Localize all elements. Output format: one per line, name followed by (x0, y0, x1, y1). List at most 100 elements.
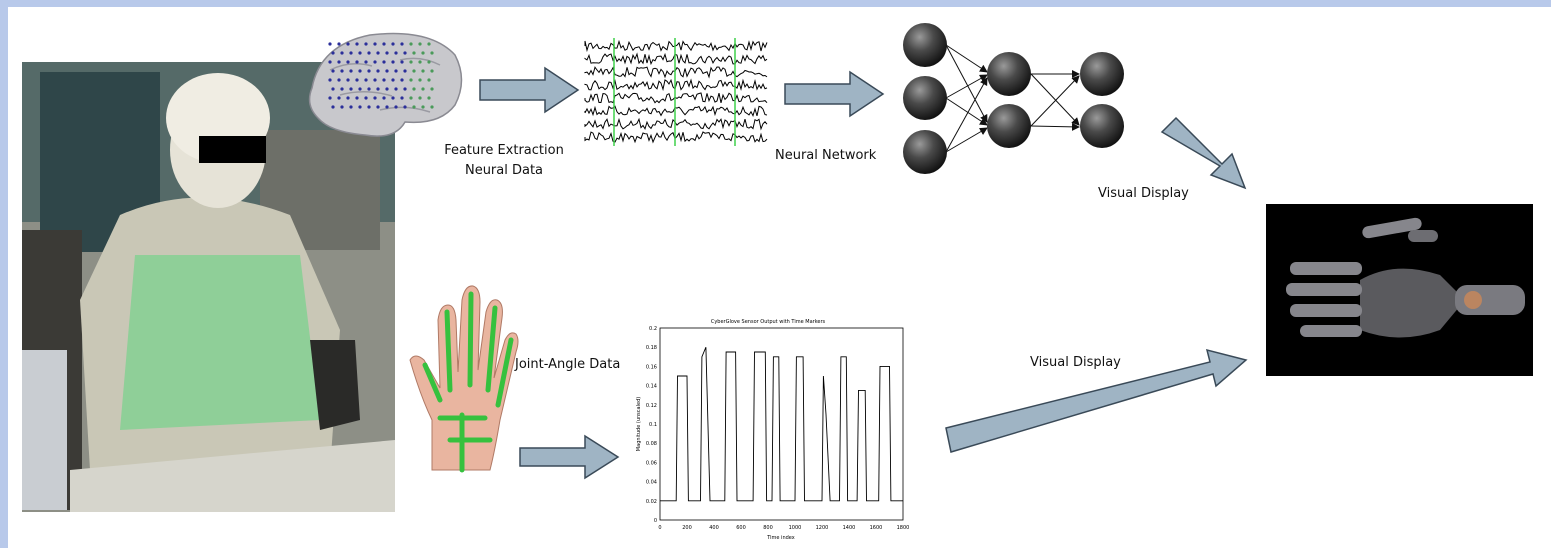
electrode-dot (376, 69, 380, 73)
electrode-dot (400, 60, 404, 64)
electrode-dot (373, 42, 377, 46)
electrode-dot (400, 42, 404, 46)
electrode-dot (346, 60, 350, 64)
chart-y-tick-label: 0.02 (646, 499, 657, 505)
chart-y-tick-label: 0.1 (649, 422, 657, 428)
arrow-to-glove-chart (519, 434, 620, 480)
electrode-dot (340, 87, 344, 91)
electrode-dot (367, 69, 371, 73)
electrode-dot (421, 105, 425, 109)
electrode-dot (400, 96, 404, 100)
electrode-dot (340, 51, 344, 55)
chart-y-tick-label: 0.12 (646, 403, 657, 409)
electrode-dot (394, 69, 398, 73)
electrode-dot (340, 69, 344, 73)
arrow-to-display-top (1160, 116, 1247, 190)
electrode-dot (349, 105, 353, 109)
electrode-dot (358, 87, 362, 91)
electrode-dot (376, 105, 380, 109)
eeg-traces-icon (584, 38, 768, 146)
chart-y-tick-label: 0.08 (646, 441, 657, 447)
electrode-dot (382, 78, 386, 82)
electrode-dot (412, 51, 416, 55)
electrode-dot (418, 60, 422, 64)
chart-x-tick-label: 1200 (816, 525, 829, 531)
label-feature-extraction: Feature Extraction (444, 143, 564, 158)
electrode-dot (331, 87, 335, 91)
chart-y-tick-label: 0.04 (646, 480, 657, 486)
electrode-dot (403, 51, 407, 55)
chart-y-tick-label: 0.2 (649, 326, 657, 332)
chart-x-tick-label: 1400 (843, 525, 856, 531)
electrode-dot (430, 51, 434, 55)
electrode-dot (421, 51, 425, 55)
electrode-dot (349, 69, 353, 73)
electrode-dot (376, 87, 380, 91)
electrode-dot (373, 96, 377, 100)
electrode-dot (418, 78, 422, 82)
electrode-dot (391, 78, 395, 82)
electrode-dot (421, 69, 425, 73)
electrode-dot (364, 96, 368, 100)
arrow-to-display-bottom (945, 348, 1248, 453)
label-visual-display-top: Visual Display (1098, 186, 1189, 201)
patient-photo (22, 62, 395, 512)
electrode-dot (358, 51, 362, 55)
electrode-dot (328, 96, 332, 100)
electrode-dot (358, 69, 362, 73)
electrode-dot (409, 60, 413, 64)
electrode-dot (355, 96, 359, 100)
electrode-dot (382, 42, 386, 46)
electrode-dot (373, 60, 377, 64)
arrow-to-network (784, 70, 885, 118)
electrode-dot (331, 51, 335, 55)
left-border (0, 0, 8, 548)
electrode-dot (364, 60, 368, 64)
chart-y-label: Magnitude (unscaled) (636, 397, 642, 451)
label-neural-data: Neural Data (464, 163, 544, 178)
label-visual-display-bottom: Visual Display (1030, 355, 1121, 370)
electrode-dot (346, 96, 350, 100)
electrode-dot (328, 78, 332, 82)
arrow-to-eeg (479, 66, 580, 114)
electrode-dot (394, 51, 398, 55)
electrode-dot (385, 87, 389, 91)
electrode-dot (340, 105, 344, 109)
chart-x-tick-label: 200 (682, 525, 692, 531)
electrode-dot (331, 69, 335, 73)
electrode-dot (427, 60, 431, 64)
hand-glove-sensors-icon (409, 285, 519, 473)
electrode-dot (385, 51, 389, 55)
electrode-dot (385, 69, 389, 73)
electrode-dot (418, 42, 422, 46)
chart-series-line (660, 347, 903, 502)
electrode-dot (331, 105, 335, 109)
chart-x-tick-label: 600 (736, 525, 746, 531)
electrode-dot (358, 105, 362, 109)
electrode-dot (391, 60, 395, 64)
electrode-dot (337, 96, 341, 100)
electrode-dot (391, 42, 395, 46)
chart-x-tick-label: 1600 (870, 525, 883, 531)
electrode-dot (430, 69, 434, 73)
electrode-dot (403, 105, 407, 109)
electrode-dot (382, 96, 386, 100)
electrode-dot (391, 96, 395, 100)
chart-y-tick-label: 0.14 (646, 384, 657, 390)
electrode-dot (418, 96, 422, 100)
electrode-dot (328, 42, 332, 46)
electrode-dot (403, 87, 407, 91)
electrode-dot (349, 87, 353, 91)
label-joint-angle-data: Joint-Angle Data (515, 357, 621, 372)
top-border (0, 0, 1551, 7)
electrode-dot (346, 42, 350, 46)
brain-electrode-grid-icon (308, 32, 463, 137)
electrode-dot (355, 42, 359, 46)
electrode-dot (412, 69, 416, 73)
electrode-dot (409, 96, 413, 100)
chart-x-tick-label: 1800 (897, 525, 910, 531)
electrode-dot (421, 87, 425, 91)
chart-x-tick-label: 400 (709, 525, 719, 531)
